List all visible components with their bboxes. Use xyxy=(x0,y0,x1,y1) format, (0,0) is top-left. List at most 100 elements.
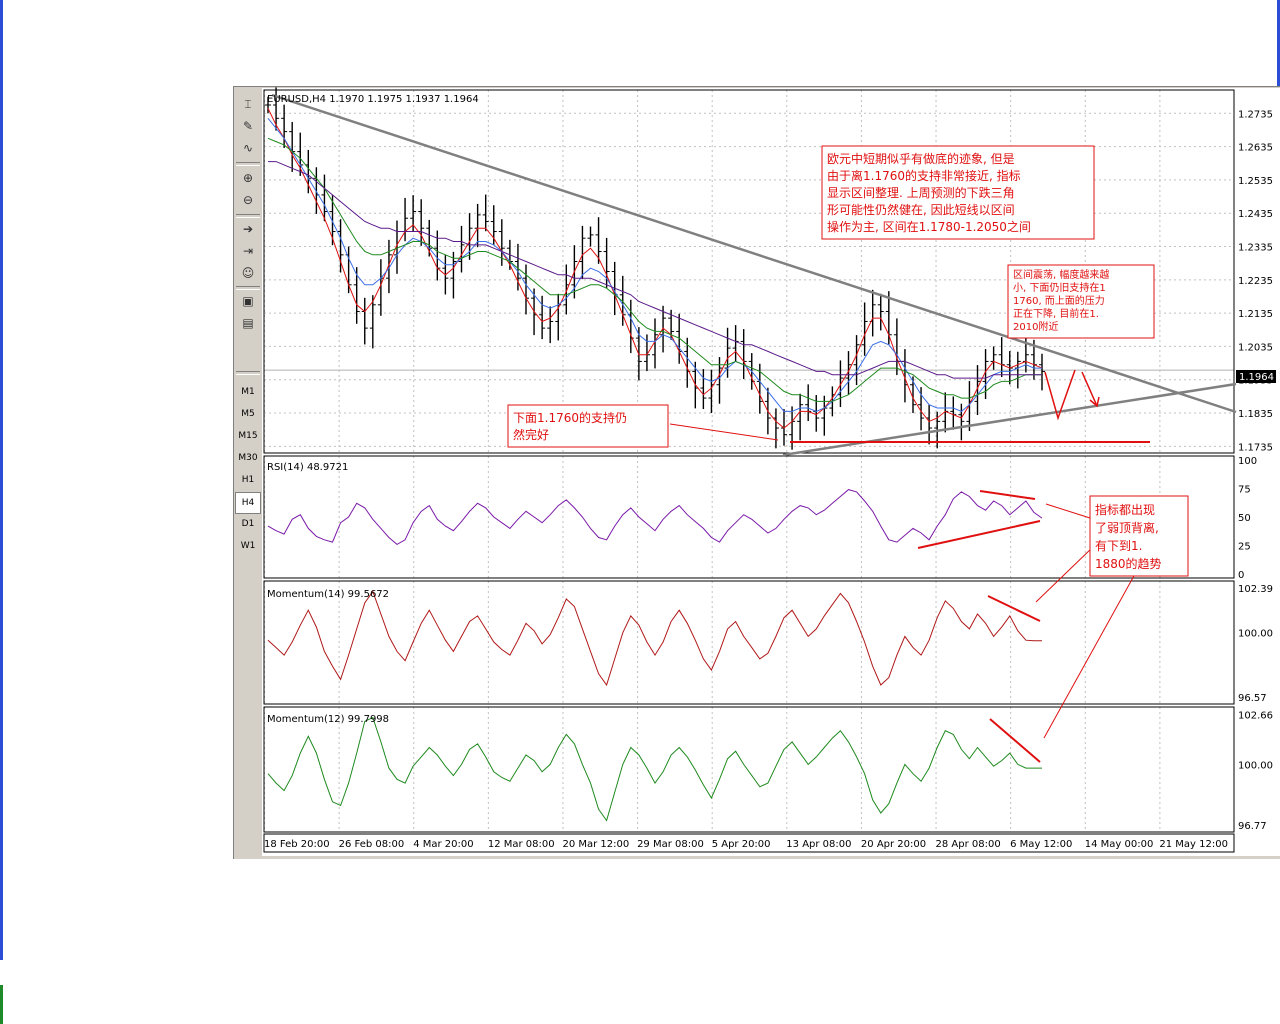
time-tick-label: 5 Apr 20:00 xyxy=(712,839,771,850)
annotation-box-divergence-line: 指标都出现 xyxy=(1095,502,1155,517)
annotation-box-support-line: 然完好 xyxy=(513,427,549,442)
rsi-tick-label: 50 xyxy=(1238,513,1251,524)
annotation-box-range-line: 正在下降, 目前在1. xyxy=(1013,307,1099,320)
annotation-box-outlook-line: 由于离1.1760的支持非常接近, 指标 xyxy=(827,168,1021,183)
chart-shift-icon[interactable]: ⇥ xyxy=(242,244,254,258)
indicator-lines xyxy=(267,108,1043,822)
price-tick-label: 1.2535 xyxy=(1238,176,1273,187)
zoom-out-icon[interactable]: ⊖ xyxy=(242,193,254,207)
moving-average-line-2 xyxy=(267,117,1042,412)
annotation-box-range xyxy=(1007,264,1155,339)
properties-icon[interactable]: ▤ xyxy=(242,316,254,330)
chart-background xyxy=(262,88,1280,856)
annotation-box-outlook-line: 显示区间整理. 上周预测的下跌三角 xyxy=(827,185,1015,200)
momentum12-pane xyxy=(263,706,1235,833)
timeframe-h4[interactable]: H4 xyxy=(235,492,261,514)
timeframe-m5[interactable]: M5 xyxy=(241,409,255,419)
arrow-to-rsi xyxy=(1045,503,1091,519)
annotation-box-divergence-line: 了弱顶背离, xyxy=(1095,520,1159,535)
annotation-box-range-line: 1760, 而上面的压力 xyxy=(1013,294,1105,307)
timeframe-m30[interactable]: M30 xyxy=(238,453,258,463)
toolbar-divider xyxy=(236,371,260,375)
price-tick-label: 1.2435 xyxy=(1238,209,1273,220)
rsi-bottom-trendline[interactable] xyxy=(917,520,1041,549)
resistance-trendline[interactable] xyxy=(271,93,1237,414)
arrow-to-momentum14 xyxy=(1035,544,1096,603)
time-tick-label: 20 Apr 20:00 xyxy=(861,839,926,850)
grid xyxy=(264,90,1234,832)
timeframe-d1[interactable]: D1 xyxy=(241,519,255,529)
pencil-icon[interactable]: ✎ xyxy=(242,119,254,133)
momentum12-divergence-line[interactable] xyxy=(989,718,1041,763)
annotation-box-outlook-line: 操作为主, 区间在1.1780-1.2050之间 xyxy=(827,219,1031,234)
time-tick-label: 26 Feb 08:00 xyxy=(339,839,405,850)
rsi-pane xyxy=(263,455,1235,579)
moving-average-line-3 xyxy=(267,137,1042,402)
momentum14-divergence-line[interactable] xyxy=(987,595,1041,622)
toolbar-divider xyxy=(236,162,260,166)
time-tick-label: 14 May 00:00 xyxy=(1085,839,1154,850)
annotation-box-range-line: 小, 下面仍旧支持在1 xyxy=(1013,281,1106,294)
forecast-arrow-down-2 xyxy=(1081,371,1098,407)
rsi-top-divergence-line[interactable] xyxy=(979,490,1036,500)
axis-labels: 1.2735 1.2635 1.2535 1.2435 1.2335 1.2235 1.21… xyxy=(264,109,1273,850)
annotation-box-support xyxy=(507,404,669,448)
annotation-box-divergence-line: 有下到1. xyxy=(1095,539,1142,553)
time-tick-label: 12 Mar 08:00 xyxy=(488,839,555,850)
time-axis xyxy=(263,833,1235,853)
price-tick-label: 1.2735 xyxy=(1238,109,1273,120)
moving-average-line-4 xyxy=(268,161,1042,379)
arrow-to-momentum12 xyxy=(1043,573,1136,739)
toolbar-divider xyxy=(236,286,260,290)
current-price-label: 1.1964 xyxy=(1239,372,1274,383)
zoom-in-icon[interactable]: ⊕ xyxy=(242,171,254,185)
rsi-tick-label: 75 xyxy=(1238,485,1251,496)
momentum14-line xyxy=(267,590,1042,687)
rsi-label: RSI(14) 48.9721 xyxy=(267,462,348,473)
forecast-arrow-down-1 xyxy=(1044,369,1076,421)
pane-borders xyxy=(263,89,1235,853)
price-tick-label: 1.2235 xyxy=(1238,276,1273,287)
price-tick-label: 1.1835 xyxy=(1238,409,1273,420)
time-tick-label: 21 May 12:00 xyxy=(1159,839,1228,850)
timeframe-m1[interactable]: M1 xyxy=(241,387,255,397)
template-icon[interactable]: ▣ xyxy=(242,294,254,308)
timeframe-w1[interactable]: W1 xyxy=(240,541,256,551)
annotation-box-divergence-line: 1880的趋势 xyxy=(1095,556,1162,571)
support-trendline[interactable] xyxy=(782,382,1237,457)
left-toolbar: ⌶ ✎ ∿ ⊕ ⊖ ➔ ⇥ ☺ ▣ ▤ M1 M5 M15 M30 H1 H4 … xyxy=(235,88,261,850)
arrow-to-support xyxy=(669,423,779,441)
timeframe-h1[interactable]: H1 xyxy=(241,475,255,485)
rsi-tick-label: 25 xyxy=(1238,542,1251,553)
momentum12-tick-label: 102.66 xyxy=(1238,711,1273,722)
rsi-tick-label: 0 xyxy=(1238,570,1244,581)
price-pane xyxy=(263,89,1235,454)
price-tick-label: 1.2135 xyxy=(1238,309,1273,320)
expert-icon[interactable]: ☺ xyxy=(241,266,255,280)
time-tick-label: 13 Apr 08:00 xyxy=(786,839,851,850)
momentum12-line xyxy=(267,716,1042,822)
momentum14-tick-label: 102.39 xyxy=(1238,584,1273,595)
rsi-line xyxy=(267,489,1043,546)
time-tick-label: 4 Mar 20:00 xyxy=(413,839,473,850)
autoscroll-icon[interactable]: ➔ xyxy=(242,222,254,236)
line-icon[interactable]: ∿ xyxy=(242,141,254,155)
price-tick-label: 1.2035 xyxy=(1238,342,1273,353)
momentum12-label: Momentum(12) 99.7998 xyxy=(267,714,389,725)
annotation-box-support-line: 下面1.1760的支持仍 xyxy=(513,410,627,425)
momentum12-tick-label: 100.00 xyxy=(1238,760,1273,771)
price-tick-label: 1.2335 xyxy=(1238,243,1273,254)
symbol-header: EURUSD,H4 1.1970 1.1975 1.1937 1.1964 xyxy=(267,94,479,105)
time-tick-label: 20 Mar 12:00 xyxy=(562,839,629,850)
timeframe-m15[interactable]: M15 xyxy=(238,431,258,441)
time-tick-label: 29 Mar 08:00 xyxy=(637,839,704,850)
window-left-edge xyxy=(0,0,3,960)
forecast-arrow-head-2 xyxy=(1089,396,1100,408)
annotation-box-range-line: 区间震荡, 幅度越来越 xyxy=(1013,268,1109,281)
annotation-box-divergence xyxy=(1089,495,1189,577)
annotation-box-outlook xyxy=(821,145,1095,240)
cursor-icon[interactable]: ⌶ xyxy=(244,96,252,111)
toolbar-divider xyxy=(236,214,260,218)
